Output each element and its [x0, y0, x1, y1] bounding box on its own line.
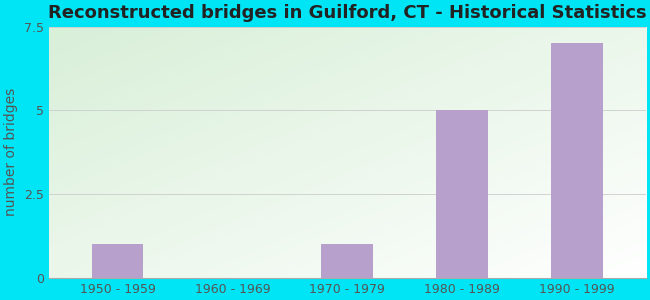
Bar [321, 244, 373, 278]
Bar [551, 43, 603, 278]
Title: Reconstructed bridges in Guilford, CT - Historical Statistics: Reconstructed bridges in Guilford, CT - … [48, 4, 647, 22]
Bar [436, 110, 488, 278]
Y-axis label: number of bridges: number of bridges [4, 88, 18, 216]
Bar [92, 244, 144, 278]
